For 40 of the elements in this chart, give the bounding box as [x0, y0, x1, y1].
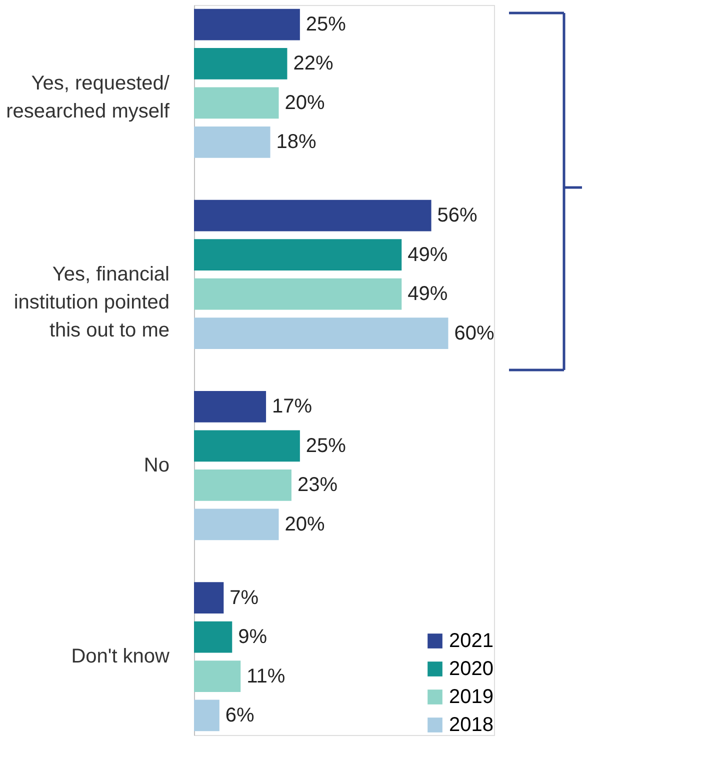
- bar: [194, 508, 279, 540]
- bar: [194, 582, 224, 614]
- legend-label: 2021: [449, 630, 494, 652]
- y-tick-label: Yes, financial institution pointed this out to me: [14, 263, 170, 342]
- legend-label: 2018: [449, 714, 494, 736]
- data-label: 49%: [408, 244, 448, 266]
- data-label: 49%: [408, 283, 448, 306]
- data-label: 23%: [297, 474, 338, 496]
- bar: [194, 239, 402, 271]
- bar: [194, 700, 220, 732]
- data-label: 20%: [284, 513, 325, 536]
- bar: [194, 318, 448, 349]
- data-label: 17%: [272, 396, 312, 418]
- data-label: 25%: [306, 14, 346, 36]
- bar: [194, 391, 266, 422]
- legend-label: 2019: [449, 686, 494, 708]
- bar: [194, 430, 300, 462]
- data-label: 7%: [230, 586, 259, 609]
- bar: [194, 278, 402, 310]
- y-tick-label: No: [144, 454, 170, 477]
- y-tick-label: Yes, requested/ researched myself: [6, 72, 170, 122]
- data-label: 6%: [225, 704, 255, 726]
- legend-label: 2020: [449, 658, 494, 680]
- bar: [194, 660, 241, 692]
- bar: [194, 87, 279, 119]
- data-label: 56%: [437, 204, 478, 227]
- bar: [194, 126, 270, 158]
- bar: [194, 8, 300, 40]
- data-label: 60%: [454, 322, 494, 344]
- data-label: 9%: [238, 626, 268, 648]
- data-label: 25%: [306, 434, 346, 457]
- y-tick-label: Don't know: [71, 646, 170, 668]
- bar: [194, 469, 292, 501]
- bar: [194, 621, 232, 653]
- data-label: 11%: [246, 665, 286, 688]
- bar: [194, 48, 288, 80]
- data-label: 20%: [284, 92, 325, 114]
- bar: [194, 200, 432, 232]
- data-label: 22%: [293, 52, 334, 75]
- data-label: 18%: [276, 131, 317, 154]
